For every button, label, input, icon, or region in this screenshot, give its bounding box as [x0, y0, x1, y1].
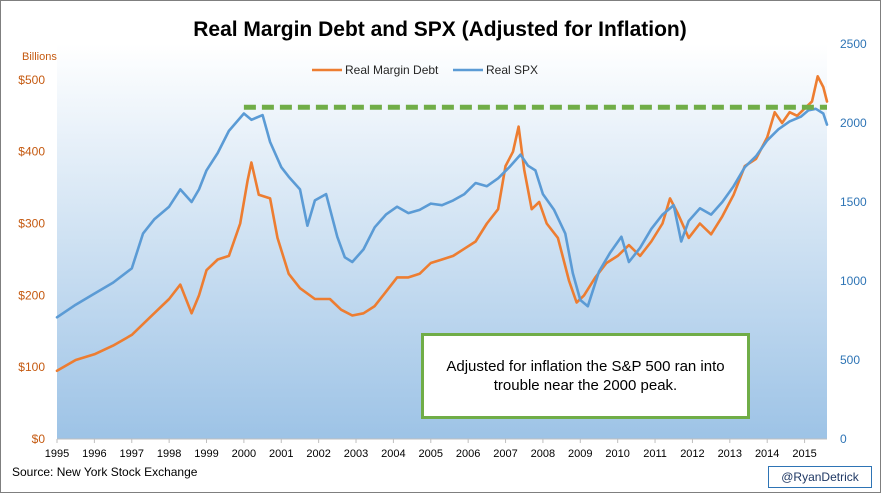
x-tick-label: 2007: [493, 448, 517, 460]
right-axis-ticks: 0 500 1000 1500 2000 2500: [840, 37, 867, 446]
right-tick-label: 500: [840, 353, 860, 367]
x-tick-label: 1998: [157, 448, 181, 460]
legend-label: Real Margin Debt: [345, 63, 439, 77]
series-line-spx: [55, 107, 829, 319]
right-tick-label: 1000: [840, 274, 867, 288]
left-tick-label: $0: [32, 432, 46, 446]
x-tick-label: 2014: [755, 448, 779, 460]
chart-title: Real Margin Debt and SPX (Adjusted for I…: [193, 18, 687, 41]
annotation-box: Adjusted for inflation the S&P 500 ran i…: [421, 333, 750, 419]
x-axis-ticks: 1995 1996 1997 1998 1999 2000 2001 2002 2003 2004…: [45, 439, 817, 460]
right-tick-label: 1500: [840, 195, 867, 209]
x-tick-label: 2000: [232, 448, 256, 460]
x-tick-label: 2003: [344, 448, 368, 460]
left-tick-label: $300: [18, 217, 45, 231]
right-tick-label: 0: [840, 432, 847, 446]
x-tick-label: 2006: [456, 448, 480, 460]
series-layer: [55, 75, 829, 373]
source-note: Source: New York Stock Exchange: [12, 465, 198, 479]
x-tick-label: 2005: [419, 448, 443, 460]
series-line-margin-debt: [55, 75, 829, 373]
x-tick-label: 2011: [643, 448, 667, 460]
x-tick-label: 2001: [269, 448, 293, 460]
credit-text: @RyanDetrick: [781, 470, 859, 484]
right-tick-label: 2000: [840, 116, 867, 130]
annotation-text: Adjusted for inflation the S&P 500 ran i…: [446, 358, 725, 394]
left-axis-unit: Billions: [22, 51, 57, 63]
left-tick-label: $100: [18, 360, 45, 374]
x-tick-label: 1999: [194, 448, 218, 460]
x-tick-label: 1997: [120, 448, 144, 460]
left-tick-label: $500: [18, 73, 45, 87]
x-tick-label: 2010: [605, 448, 629, 460]
x-tick-label: 2009: [568, 448, 592, 460]
x-tick-label: 2002: [306, 448, 330, 460]
left-tick-label: $400: [18, 145, 45, 159]
x-tick-label: 1995: [45, 448, 69, 460]
x-tick-label: 2015: [792, 448, 816, 460]
legend: Real Margin Debt Real SPX: [312, 63, 538, 77]
left-axis-ticks: $0 $100 $200 $300 $400 $500: [18, 73, 45, 446]
x-tick-label: 2004: [381, 448, 405, 460]
x-tick-label: 1996: [82, 448, 106, 460]
x-tick-label: 2008: [531, 448, 555, 460]
left-tick-label: $200: [18, 288, 45, 302]
legend-label: Real SPX: [486, 63, 538, 77]
x-tick-label: 2013: [718, 448, 742, 460]
x-tick-label: 2012: [680, 448, 704, 460]
right-tick-label: 2500: [840, 37, 867, 51]
credit-badge: @RyanDetrick: [768, 466, 872, 488]
